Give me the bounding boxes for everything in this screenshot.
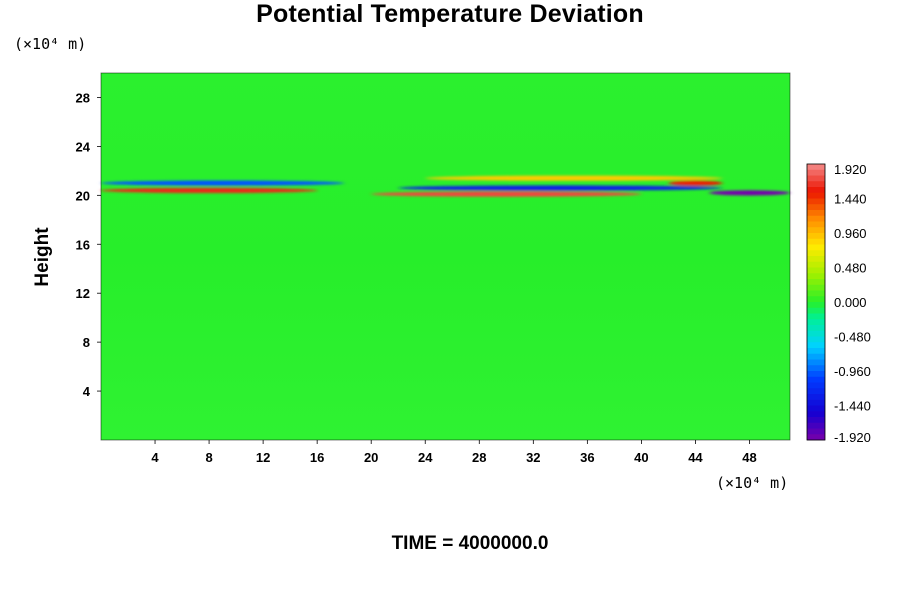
colorbar-label: 0.480 xyxy=(834,261,867,276)
x-tick-label: 32 xyxy=(526,450,540,465)
temperature-band xyxy=(371,191,642,197)
x-tick-label: 8 xyxy=(205,450,212,465)
colorbar-label: 0.960 xyxy=(834,226,867,241)
colorbar-segment xyxy=(807,175,825,182)
colorbar-segment xyxy=(807,244,825,251)
colorbar-segment xyxy=(807,348,825,355)
colorbar-segment xyxy=(807,192,825,199)
colorbar-segment xyxy=(807,359,825,366)
colorbar-segment xyxy=(807,296,825,303)
colorbar-segment xyxy=(807,399,825,406)
colorbar-segment xyxy=(807,290,825,297)
colorbar-segment xyxy=(807,279,825,286)
colorbar-segment xyxy=(807,233,825,240)
time-readout: TIME = 4000000.0 xyxy=(391,533,549,554)
colorbar-label: -1.440 xyxy=(834,399,871,414)
temperature-band xyxy=(708,190,790,196)
y-tick-label: 16 xyxy=(76,237,90,252)
colorbar-label: 0.000 xyxy=(834,295,867,310)
temperature-band xyxy=(398,185,723,191)
colorbar-segment xyxy=(807,411,825,418)
colorbar-segment xyxy=(807,428,825,435)
colorbar-segment xyxy=(807,256,825,263)
x-tick-label: 24 xyxy=(418,450,433,465)
chart-title: Potential Temperature Deviation xyxy=(256,0,644,28)
y-axis-unit: (×10⁴ m) xyxy=(14,35,87,53)
colorbar-segment xyxy=(807,238,825,245)
plot-frame xyxy=(100,72,791,441)
colorbar-segment xyxy=(807,187,825,194)
temperature-band xyxy=(101,187,318,194)
colorbar-label: -0.960 xyxy=(834,364,871,379)
temperature-band xyxy=(425,175,723,181)
colorbar-segment xyxy=(807,307,825,314)
colorbar-segment xyxy=(807,336,825,343)
colorbar-segment xyxy=(807,164,825,171)
colorbar-segment xyxy=(807,330,825,337)
y-tick-label: 24 xyxy=(76,139,91,154)
x-tick-label: 44 xyxy=(688,450,703,465)
temperature-bands xyxy=(101,175,790,197)
colorbar-segment xyxy=(807,221,825,228)
colorbar-labels: 1.920 1.440 0.960 0.480 0.000 -0.480 -0.960 -1.… xyxy=(834,162,871,445)
colorbar-segment xyxy=(807,371,825,378)
y-tick-label: 28 xyxy=(76,90,90,105)
colorbar-segment xyxy=(807,250,825,257)
colorbar-segment xyxy=(807,267,825,274)
colorbar-segment xyxy=(807,422,825,429)
colorbar-segment xyxy=(807,284,825,291)
colorbar-segment xyxy=(807,388,825,395)
y-tick-label: 4 xyxy=(83,384,91,399)
colorbar-segment xyxy=(807,215,825,222)
colorbar-segment xyxy=(807,227,825,234)
colorbar xyxy=(806,163,826,441)
colorbar-segment xyxy=(807,325,825,332)
x-ticks: 4 8 12 16 20 24 28 32 36 40 44 48 xyxy=(151,440,757,465)
x-tick-label: 48 xyxy=(742,450,756,465)
colorbar-segment xyxy=(807,405,825,412)
colorbar-segment xyxy=(807,273,825,280)
x-tick-label: 12 xyxy=(256,450,270,465)
colorbar-label: -1.920 xyxy=(834,430,871,445)
y-ticks: 4 8 12 16 20 24 28 xyxy=(76,90,101,399)
colorbar-segment xyxy=(807,313,825,320)
colorbar-segment xyxy=(807,434,825,441)
y-tick-label: 20 xyxy=(76,188,90,203)
x-tick-label: 4 xyxy=(151,450,159,465)
colorbar-segment xyxy=(807,365,825,372)
colorbar-segment xyxy=(807,394,825,401)
colorbar-label: 1.920 xyxy=(834,162,867,177)
temperature-band xyxy=(668,180,723,186)
colorbar-label: -0.480 xyxy=(834,330,871,345)
colorbar-segment xyxy=(807,417,825,424)
x-tick-label: 28 xyxy=(472,450,486,465)
x-tick-label: 36 xyxy=(580,450,594,465)
y-tick-label: 8 xyxy=(83,335,90,350)
x-axis-unit: (×10⁴ m) xyxy=(716,474,789,492)
colorbar-segment xyxy=(807,210,825,217)
colorbar-label: 1.440 xyxy=(834,192,867,207)
colorbar-frame xyxy=(806,163,826,441)
colorbar-segment xyxy=(807,181,825,188)
plot-background xyxy=(101,73,790,440)
colorbar-segment xyxy=(807,302,825,309)
y-tick-label: 12 xyxy=(76,286,90,301)
x-tick-label: 20 xyxy=(364,450,378,465)
colorbar-segment xyxy=(807,342,825,349)
colorbar-segment xyxy=(807,382,825,389)
colorbar-segment xyxy=(807,353,825,360)
x-tick-label: 16 xyxy=(310,450,324,465)
colorbar-segment xyxy=(807,261,825,268)
colorbar-segment xyxy=(807,204,825,211)
x-tick-label: 40 xyxy=(634,450,648,465)
temperature-band xyxy=(101,180,345,186)
colorbar-segment xyxy=(807,376,825,383)
colorbar-segment xyxy=(807,319,825,326)
colorbar-segment xyxy=(807,169,825,176)
colorbar-segment xyxy=(807,198,825,205)
